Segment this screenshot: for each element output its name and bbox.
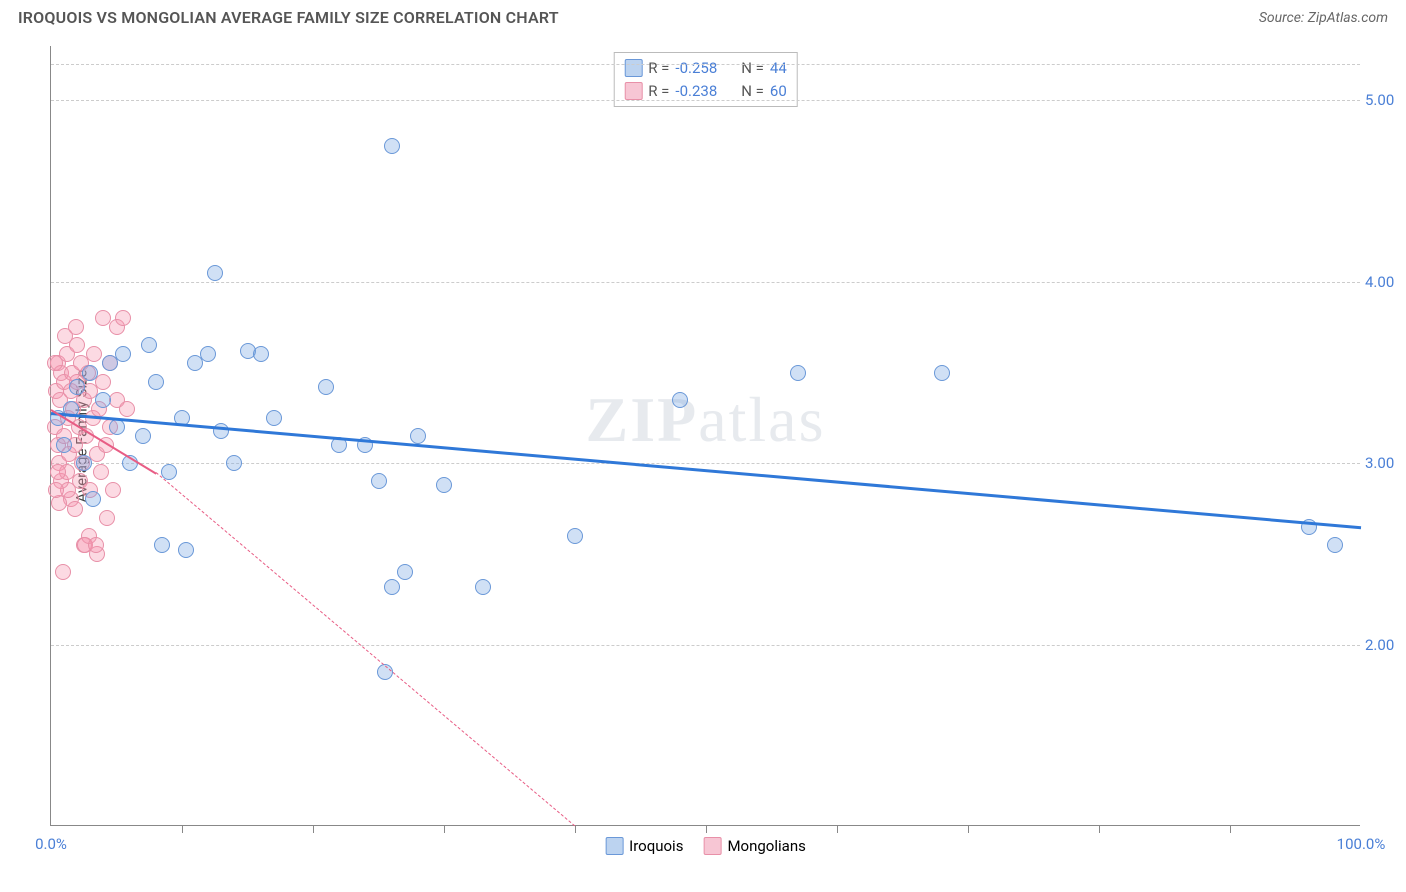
chart-title: IROQUOIS VS MONGOLIAN AVERAGE FAMILY SIZ…: [18, 8, 559, 27]
data-point: [115, 346, 131, 362]
legend-series: Iroquois Mongolians: [605, 837, 806, 855]
gridline: [51, 100, 1360, 101]
x-tick: [444, 825, 445, 833]
data-point: [48, 482, 64, 498]
data-point: [384, 138, 400, 154]
data-point: [226, 455, 242, 471]
legend-swatch: [605, 837, 623, 855]
chart-source: Source: ZipAtlas.com: [1259, 10, 1388, 26]
x-tick: [706, 825, 707, 833]
data-point: [56, 437, 72, 453]
data-point: [115, 310, 131, 326]
x-tick: [837, 825, 838, 833]
data-point: [790, 365, 806, 381]
data-point: [69, 379, 85, 395]
legend-series-item: Iroquois: [605, 837, 683, 855]
gridline: [51, 282, 1360, 283]
data-point: [95, 392, 111, 408]
data-point: [475, 579, 491, 595]
legend-n-value: 44: [770, 57, 787, 80]
legend-swatch: [703, 837, 721, 855]
trend-line: [51, 412, 1361, 529]
data-point: [95, 374, 111, 390]
data-point: [397, 564, 413, 580]
legend-stat-row: R = -0.238 N = 60: [624, 80, 787, 103]
data-point: [318, 379, 334, 395]
data-point: [672, 392, 688, 408]
legend-series-label: Iroquois: [629, 837, 683, 855]
data-point: [371, 473, 387, 489]
gridline: [51, 463, 1360, 464]
data-point: [1327, 537, 1343, 553]
data-point: [76, 455, 92, 471]
legend-stat-row: R = -0.258 N = 44: [624, 57, 787, 80]
data-point: [135, 428, 151, 444]
data-point: [141, 337, 157, 353]
data-point: [119, 401, 135, 417]
legend-r-value: -0.238: [675, 80, 717, 103]
gridline: [51, 64, 1360, 65]
data-point: [436, 477, 452, 493]
x-tick-label: 100.0%: [1337, 835, 1386, 853]
gridline: [51, 645, 1360, 646]
data-point: [213, 423, 229, 439]
data-point: [82, 365, 98, 381]
data-point: [266, 410, 282, 426]
data-point: [178, 542, 194, 558]
x-tick: [1230, 825, 1231, 833]
legend-r-value: -0.258: [675, 57, 717, 80]
data-point: [55, 564, 71, 580]
data-point: [109, 419, 125, 435]
data-point: [154, 537, 170, 553]
data-point: [47, 355, 63, 371]
data-point: [207, 265, 223, 281]
legend-r-label: R =: [648, 57, 669, 80]
data-point: [410, 428, 426, 444]
legend-swatch: [624, 82, 642, 100]
legend-series-item: Mongolians: [703, 837, 805, 855]
data-point: [85, 491, 101, 507]
data-point: [99, 510, 115, 526]
y-tick-label: 2.00: [1365, 636, 1406, 654]
trend-line: [155, 472, 575, 826]
legend-n-label: N =: [741, 80, 764, 103]
legend-series-label: Mongolians: [727, 837, 805, 855]
data-point: [88, 537, 104, 553]
data-point: [68, 319, 84, 335]
data-point: [253, 346, 269, 362]
data-point: [105, 482, 121, 498]
data-point: [567, 528, 583, 544]
legend-stats: R = -0.258 N = 44 R = -0.238 N = 60: [613, 52, 798, 107]
x-tick: [313, 825, 314, 833]
y-tick-label: 3.00: [1365, 454, 1406, 472]
x-tick: [968, 825, 969, 833]
data-point: [934, 365, 950, 381]
scatter-chart: Average Family Size ZIPatlas R = -0.258N…: [50, 46, 1360, 826]
data-point: [67, 501, 83, 517]
data-point: [50, 464, 66, 480]
x-tick-label: 0.0%: [35, 835, 67, 853]
data-point: [93, 464, 109, 480]
watermark: ZIPatlas: [586, 383, 826, 457]
data-point: [384, 579, 400, 595]
data-point: [200, 346, 216, 362]
y-tick-label: 4.00: [1365, 273, 1406, 291]
data-point: [86, 346, 102, 362]
legend-swatch: [624, 59, 642, 77]
legend-r-label: R =: [648, 80, 669, 103]
y-tick-label: 5.00: [1365, 91, 1406, 109]
x-tick: [182, 825, 183, 833]
x-tick: [1099, 825, 1100, 833]
legend-n-value: 60: [770, 80, 787, 103]
legend-n-label: N =: [741, 57, 764, 80]
chart-header: IROQUOIS VS MONGOLIAN AVERAGE FAMILY SIZ…: [0, 0, 1406, 31]
data-point: [148, 374, 164, 390]
